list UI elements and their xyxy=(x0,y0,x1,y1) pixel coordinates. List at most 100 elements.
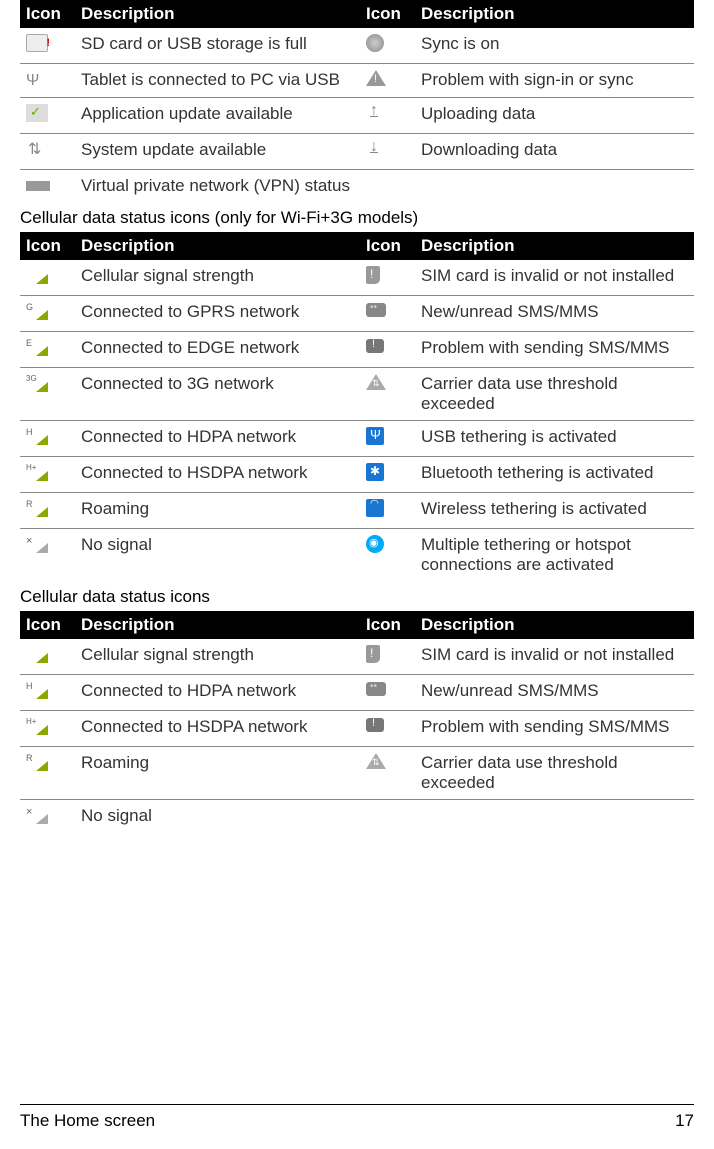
updown-icon xyxy=(26,140,48,158)
vpn-icon xyxy=(26,181,50,191)
signal-r-icon xyxy=(26,499,48,517)
sms-icon xyxy=(366,303,386,317)
icon-cell-right xyxy=(360,529,415,582)
signal-icon xyxy=(26,266,48,284)
description-cell-right: Downloading data xyxy=(415,134,694,170)
threshold-icon xyxy=(366,753,386,769)
signal-g-icon xyxy=(26,302,48,320)
download-icon xyxy=(366,140,388,158)
signal-h-icon xyxy=(26,681,48,699)
header-description-2: Description xyxy=(415,611,694,639)
table-header-row: Icon Description Icon Description xyxy=(20,0,694,28)
icon-cell-left xyxy=(20,800,75,836)
cellular-icons-table: Icon Description Icon Description Cellul… xyxy=(20,611,694,835)
icon-cell-right xyxy=(360,457,415,493)
description-cell-left: Virtual private network (VPN) status xyxy=(75,170,360,203)
icon-cell-right xyxy=(360,493,415,529)
description-cell-right: Wireless tethering is activated xyxy=(415,493,694,529)
table-header-row: Icon Description Icon Description xyxy=(20,611,694,639)
header-icon-2: Icon xyxy=(360,232,415,260)
description-cell-left: No signal xyxy=(75,800,360,836)
icon-cell-right xyxy=(360,170,415,203)
description-cell-right: Problem with sign-in or sync xyxy=(415,64,694,98)
table-row: Connected to HDPA network USB tethering i… xyxy=(20,421,694,457)
description-cell-right: Carrier data use threshold exceeded xyxy=(415,747,694,800)
description-cell-left: Roaming xyxy=(75,493,360,529)
threshold-icon xyxy=(366,374,386,390)
description-cell-right: New/unread SMS/MMS xyxy=(415,296,694,332)
signal-x-icon xyxy=(26,535,48,553)
header-icon: Icon xyxy=(20,611,75,639)
sms-icon xyxy=(366,682,386,696)
signal-e-icon xyxy=(26,338,48,356)
signal-x-icon xyxy=(26,806,48,824)
icon-cell-right xyxy=(360,332,415,368)
header-icon-2: Icon xyxy=(360,611,415,639)
table-row: No signal Multiple tethering or hotspot c… xyxy=(20,529,694,582)
section-title-cellular-3g: Cellular data status icons (only for Wi-… xyxy=(20,208,694,228)
table-row: Virtual private network (VPN) status xyxy=(20,170,694,203)
signal-icon xyxy=(26,645,48,663)
icon-cell-right xyxy=(360,134,415,170)
notification-icons-table: Icon Description Icon Description SD car… xyxy=(20,0,694,202)
description-cell-right xyxy=(415,800,694,836)
icon-cell-left xyxy=(20,28,75,64)
description-cell-left: System update available xyxy=(75,134,360,170)
table-row: Connected to EDGE networkProblem with se… xyxy=(20,332,694,368)
signal-h-icon xyxy=(26,427,48,445)
description-cell-left: Connected to HDPA network xyxy=(75,675,360,711)
icon-cell-left xyxy=(20,529,75,582)
smsfail-icon xyxy=(366,718,384,732)
table-row: System update available Downloading data xyxy=(20,134,694,170)
description-cell-left: Cellular signal strength xyxy=(75,639,360,675)
description-cell-right xyxy=(415,170,694,203)
icon-cell-right xyxy=(360,64,415,98)
table-row: Connected to GPRS networkNew/unread SMS/… xyxy=(20,296,694,332)
sync-icon xyxy=(366,34,384,52)
description-cell-left: Connected to HDPA network xyxy=(75,421,360,457)
icon-cell-left xyxy=(20,639,75,675)
description-cell-left: Application update available xyxy=(75,98,360,134)
description-cell-right: Uploading data xyxy=(415,98,694,134)
description-cell-right: SIM card is invalid or not installed xyxy=(415,639,694,675)
icon-cell-left xyxy=(20,675,75,711)
sim-icon xyxy=(366,266,380,284)
footer-section-name: The Home screen xyxy=(20,1111,155,1131)
header-description: Description xyxy=(75,0,360,28)
wifi-teth-icon xyxy=(366,499,384,517)
page-footer: The Home screen 17 xyxy=(20,1104,694,1131)
icon-cell-left xyxy=(20,421,75,457)
icon-cell-right xyxy=(360,296,415,332)
icon-cell-right xyxy=(360,800,415,836)
icon-cell-right xyxy=(360,711,415,747)
icon-cell-left xyxy=(20,64,75,98)
table-row: RoamingCarrier data use threshold exceed… xyxy=(20,747,694,800)
description-cell-left: SD card or USB storage is full xyxy=(75,28,360,64)
description-cell-left: Cellular signal strength xyxy=(75,260,360,296)
upload-icon xyxy=(366,104,388,122)
description-cell-right: Bluetooth tethering is activated xyxy=(415,457,694,493)
description-cell-left: No signal xyxy=(75,529,360,582)
icon-cell-left xyxy=(20,98,75,134)
signal-r-icon xyxy=(26,753,48,771)
header-icon-2: Icon xyxy=(360,0,415,28)
icon-cell-left xyxy=(20,747,75,800)
table-row: Connected to HDPA networkNew/unread SMS/… xyxy=(20,675,694,711)
description-cell-right: Sync is on xyxy=(415,28,694,64)
usb-teth-icon xyxy=(366,427,384,445)
description-cell-right: Multiple tethering or hotspot connection… xyxy=(415,529,694,582)
icon-cell-left xyxy=(20,711,75,747)
icon-cell-right xyxy=(360,28,415,64)
check-icon xyxy=(26,104,48,122)
description-cell-right: USB tethering is activated xyxy=(415,421,694,457)
table-row: Application update available Uploading da… xyxy=(20,98,694,134)
table-row: Roaming Wireless tethering is activated xyxy=(20,493,694,529)
header-icon: Icon xyxy=(20,232,75,260)
icon-cell-left xyxy=(20,332,75,368)
icon-cell-right xyxy=(360,747,415,800)
icon-cell-right xyxy=(360,368,415,421)
table-row: Cellular signal strength SIM card is inva… xyxy=(20,639,694,675)
table-row: Tablet is connected to PC via USBProblem… xyxy=(20,64,694,98)
header-description: Description xyxy=(75,611,360,639)
footer-page-number: 17 xyxy=(675,1111,694,1131)
